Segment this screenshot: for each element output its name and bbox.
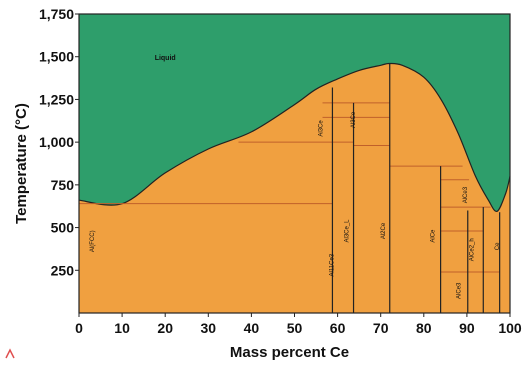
x-tick-label: 0 <box>75 320 83 336</box>
x-axis-ticks: 0 10 20 30 40 50 60 70 80 90 100 <box>75 313 522 336</box>
region-label-alce3: AlCe3 <box>456 282 462 299</box>
region-label-alce: AlCe <box>431 229 437 243</box>
x-tick-label: 80 <box>416 320 432 336</box>
x-tick-label: 60 <box>330 320 346 336</box>
y-tick-label: 1,750 <box>39 6 74 22</box>
region-label-al11ce3: Al11Ce3 <box>329 253 335 276</box>
x-tick-label: 100 <box>498 320 522 336</box>
x-tick-label: 40 <box>244 320 260 336</box>
y-tick-label: 750 <box>51 177 75 193</box>
x-tick-label: 50 <box>287 320 303 336</box>
corner-marker-icon <box>5 348 15 359</box>
liquidus-curve <box>78 62 511 213</box>
liquid-region-label: Liquid <box>155 55 176 62</box>
phase-region-labels: Al(FCC) Al11Ce3 Al3Ce_L Al2Ce AlCe Al3Ce Al3Ce… <box>90 111 501 299</box>
region-label-al3ce-low: Al3Ce_L <box>344 219 350 243</box>
x-tick-label: 20 <box>157 320 173 336</box>
solid-phase-region <box>79 63 510 313</box>
y-tick-label: 1,250 <box>39 91 74 107</box>
region-label-al-fcc: Al(FCC) <box>90 230 96 252</box>
region-label-al3ce-mid: Al3Ce <box>351 111 357 128</box>
y-tick-label: 1,500 <box>39 49 74 65</box>
region-label-alce2: AlCe2_h <box>469 238 475 261</box>
region-label-al3ce-high: Al3Ce <box>319 120 325 137</box>
region-label-ce: Ce <box>495 242 501 250</box>
x-tick-label: 30 <box>201 320 217 336</box>
x-tick-label: 70 <box>373 320 389 336</box>
y-axis-ticks: 250 500 750 1,000 1,250 1,500 1,750 <box>39 6 79 278</box>
x-axis-title: Mass percent Ce <box>230 344 349 361</box>
x-tick-label: 90 <box>459 320 475 336</box>
y-axis-title: Temperature (°C) <box>13 103 30 224</box>
x-tick-label: 10 <box>114 320 130 336</box>
region-label-al2ce: Al2Ce <box>381 222 387 239</box>
y-tick-label: 250 <box>51 262 75 278</box>
y-tick-label: 1,000 <box>39 134 74 150</box>
phase-boundary-lines <box>79 63 501 313</box>
y-tick-label: 500 <box>51 220 75 236</box>
region-label-alce3-b: AlCe3 <box>463 186 469 203</box>
